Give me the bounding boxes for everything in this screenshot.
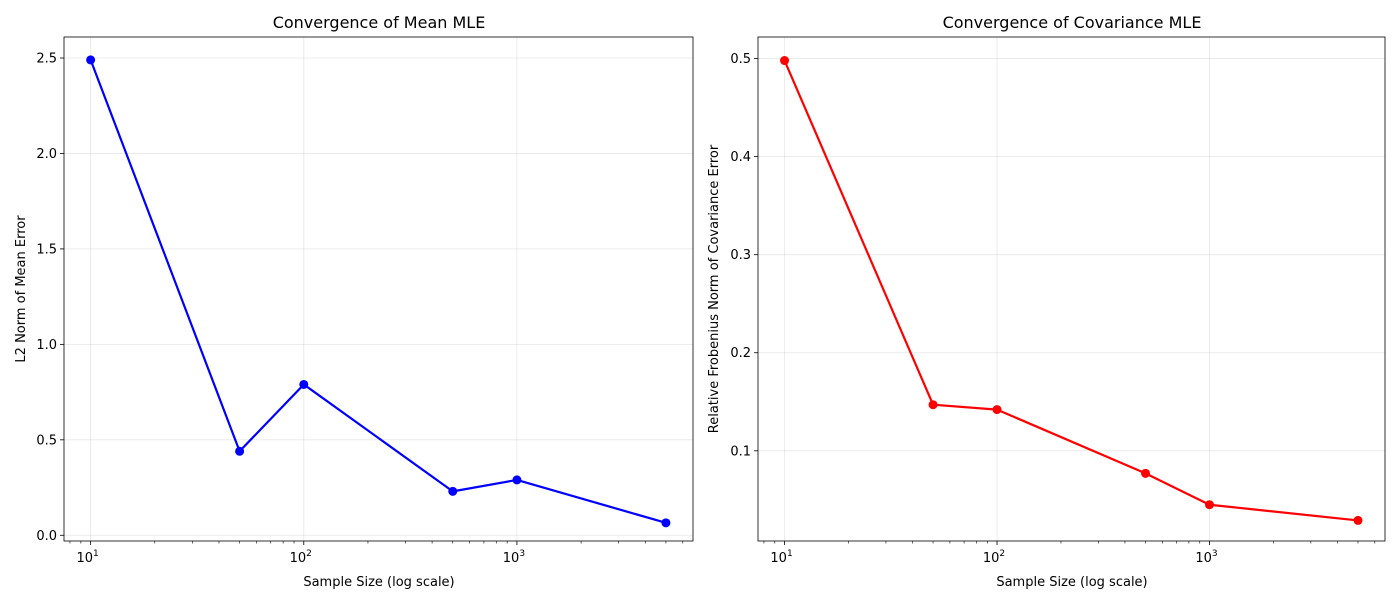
- y-axis-label: Relative Frobenius Norm of Covariance Er…: [707, 144, 722, 433]
- data-point: [235, 446, 245, 456]
- grid-layer: [64, 37, 693, 541]
- series-line: [783, 60, 1359, 522]
- data-point: [992, 405, 1002, 415]
- x-axis-label: Sample Size (log scale): [303, 575, 454, 590]
- data-point: [1353, 515, 1363, 525]
- y-tick-label: 0.5: [730, 52, 751, 67]
- y-tick-label: 0.1: [730, 444, 751, 459]
- x-tick-label: 101: [770, 549, 792, 566]
- chart-mean-mle: Convergence of Mean MLE 101 102 1030.00.51…: [14, 13, 694, 590]
- y-tick-label: 1.0: [36, 338, 57, 353]
- y-tick-label: 2.0: [36, 147, 57, 162]
- series-layer: [86, 55, 671, 528]
- chart-covariance-mle: Convergence of Covariance MLE 101 102 103 0…: [707, 13, 1386, 590]
- data-point: [1204, 500, 1214, 510]
- chart-title: Convergence of Covariance MLE: [943, 13, 1202, 32]
- axes-layer: 101 102 103 0.0 0.5 1.0 1.5 2.0 2.5: [36, 36, 694, 566]
- series-layer: [780, 56, 1363, 525]
- grid-layer: [758, 37, 1385, 541]
- y-tick-label: 1.5: [36, 242, 57, 257]
- y-tick-label: 2.5: [36, 52, 57, 67]
- x-tick-label: 102: [983, 549, 1005, 566]
- y-tick-label: 0.2: [730, 346, 751, 361]
- x-axis-label: Sample Size (log scale): [996, 575, 1147, 590]
- plot-frame: [757, 36, 1386, 542]
- data-point: [86, 55, 96, 65]
- data-point: [448, 486, 458, 496]
- plot-frame: [63, 36, 694, 542]
- data-point: [299, 379, 309, 389]
- y-tick-label: 0.0: [36, 529, 57, 544]
- y-tick-label: 0.3: [730, 248, 751, 263]
- data-point: [1141, 468, 1151, 478]
- series-line: [89, 59, 667, 524]
- data-point: [928, 400, 938, 410]
- x-tick-label: 103: [503, 549, 525, 566]
- axes-layer: 101 102 103 0.1 0.2 0.3 0.4 0.5: [730, 36, 1386, 566]
- data-point: [661, 518, 671, 528]
- y-axis-label: L2 Norm of Mean Error: [14, 215, 29, 363]
- y-tick-label: 0.5: [36, 433, 57, 448]
- x-tick-label: 102: [290, 549, 312, 566]
- chart-title: Convergence of Mean MLE: [273, 13, 486, 32]
- data-point: [780, 56, 790, 66]
- data-point: [512, 475, 522, 485]
- x-tick-label: 103: [1195, 549, 1217, 566]
- x-tick-label: 101: [76, 549, 98, 566]
- y-tick-label: 0.4: [730, 150, 751, 165]
